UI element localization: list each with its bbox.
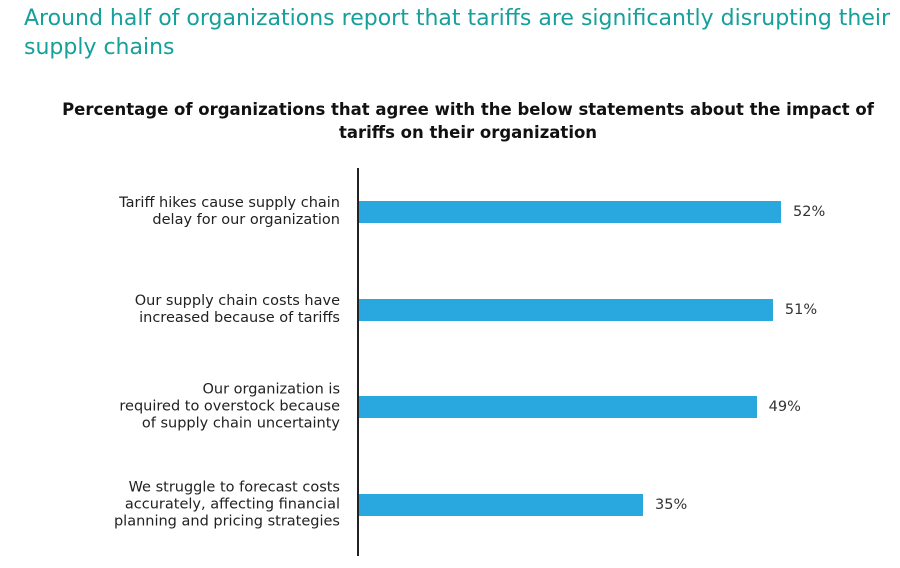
bar [359, 396, 757, 419]
category-label: We struggle to forecast costs accurately… [113, 479, 340, 530]
chart-subtitle: Percentage of organizations that agree w… [62, 100, 874, 142]
bar [359, 494, 644, 517]
value-label: 49% [768, 399, 801, 416]
bar [359, 298, 773, 321]
value-label: 51% [784, 301, 818, 318]
category-label: Tariff hikes cause supply chain delay fo… [119, 195, 340, 228]
category-label: Our supply chain costs have increased be… [134, 292, 340, 326]
value-label: 35% [655, 497, 688, 514]
axis-line [357, 168, 359, 556]
chart-title: Around half of organizations report that… [24, 6, 891, 60]
bar [359, 201, 781, 223]
category-label: Our organization is required to overstoc… [119, 381, 340, 432]
value-label: 52% [793, 204, 826, 220]
